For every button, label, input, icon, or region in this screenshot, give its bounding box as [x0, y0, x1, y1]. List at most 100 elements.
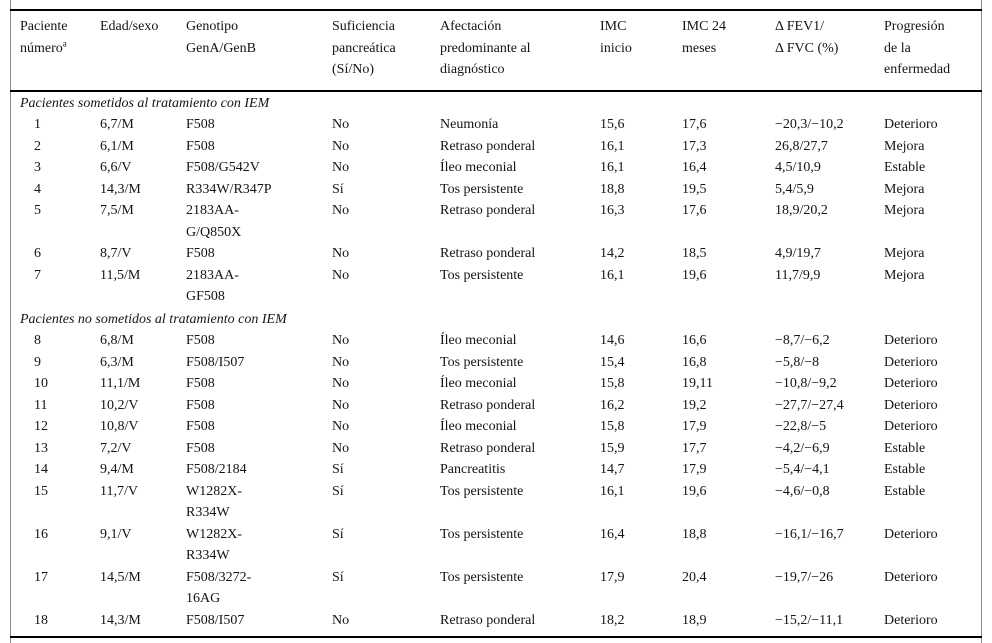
column-header-delta-fev1-fvc: Δ FEV1/Δ FVC (%) — [775, 10, 884, 92]
cell-suficiencia-pancreatica: No — [332, 333, 350, 348]
cell-edad-sexo: 11,5/M — [100, 267, 141, 283]
column-header-line: Progresión — [884, 19, 945, 34]
column-header-line: Δ FEV1/ — [775, 19, 825, 34]
cell-afectacion-diagnostico: Retraso ponderal — [440, 246, 536, 261]
cell-paciente-numero: 1 — [34, 117, 41, 132]
column-header-line: (Sí/No) — [332, 62, 374, 77]
cell-paciente-numero: 15 — [34, 483, 48, 499]
cell-imc-24-meses: 16,8 — [682, 354, 707, 370]
cell-imc-inicio: 14,2 — [600, 246, 625, 261]
cell-suficiencia-pancreatica: No — [332, 160, 350, 175]
section-row-1: Pacientes sometidos al tratamiento con I… — [10, 91, 982, 115]
cell-delta-fev1-fvc: 11,7/9,9 — [775, 267, 821, 283]
table-header: Paciente númeroa Edad/sexo Genotipo GenA/Gen… — [10, 10, 982, 92]
cell-afectacion-diagnostico: Retraso ponderal — [440, 203, 536, 218]
cell-edad-sexo: 10,2/V — [100, 397, 139, 413]
cell-paciente-numero: 5 — [34, 203, 41, 218]
cell-delta-fev1-fvc: −19,7/−26 — [775, 569, 834, 585]
cell-afectacion-diagnostico: Retraso ponderal — [440, 440, 536, 456]
right-frame-line — [981, 0, 982, 643]
cell-imc-24-meses: 18,5 — [682, 246, 707, 261]
header-row: Paciente númeroa Edad/sexo Genotipo GenA/Gen… — [10, 10, 982, 92]
cell-suficiencia-pancreatica: No — [332, 612, 350, 628]
cell-imc-inicio: 16,1 — [600, 160, 625, 175]
cell-afectacion-diagnostico: Retraso ponderal — [440, 138, 536, 154]
cell-edad-sexo: 9,1/V — [100, 526, 132, 542]
cell-delta-fev1-fvc: 26,8/27,7 — [775, 138, 828, 154]
cell-imc-24-meses: 19,5 — [682, 181, 707, 197]
cell-genotipo: W1282X- R334W — [186, 526, 242, 564]
cell-edad-sexo: 11,7/V — [100, 483, 138, 499]
column-header-line: Edad/sexo — [100, 19, 159, 34]
cell-delta-fev1-fvc: −15,2/−11,1 — [775, 612, 844, 628]
cell-imc-24-meses: 19,6 — [682, 267, 707, 283]
table-row: 3 6,6/V F508/G542V No Íleo meconial 16,1 16,4 4… — [10, 157, 982, 179]
cell-genotipo: R334W/R347P — [186, 181, 272, 197]
cell-afectacion-diagnostico: Íleo meconial — [440, 419, 517, 434]
cell-delta-fev1-fvc: −22,8/−5 — [775, 419, 827, 434]
cell-imc-inicio: 16,3 — [600, 203, 625, 218]
cell-suficiencia-pancreatica: No — [332, 138, 350, 154]
column-header-progresion-enfermedad: Progresión de la enfermedad — [884, 10, 982, 92]
cell-paciente-numero: 13 — [34, 440, 48, 456]
cell-imc-inicio: 16,1 — [600, 138, 625, 154]
cell-genotipo: F508/2184 — [186, 462, 247, 477]
cell-afectacion-diagnostico: Tos persistente — [440, 354, 524, 370]
cell-genotipo: F508/G542V — [186, 160, 260, 175]
cell-delta-fev1-fvc: −10,8/−9,2 — [775, 376, 837, 391]
cell-afectacion-diagnostico: Tos persistente — [440, 569, 524, 585]
cell-imc-24-meses: 17,6 — [682, 117, 707, 132]
cell-paciente-numero: 9 — [34, 354, 41, 370]
column-header-afectacion-diagnostico: Afectación predominante al diagnóstico — [440, 10, 600, 92]
cell-progresion-enfermedad: Deterioro — [884, 397, 938, 413]
cell-genotipo: 2183AA- G/Q850X — [186, 203, 242, 240]
cell-afectacion-diagnostico: Retraso ponderal — [440, 397, 536, 413]
cell-suficiencia-pancreatica: Sí — [332, 181, 344, 197]
cell-paciente-numero: 16 — [34, 526, 48, 542]
cell-edad-sexo: 6,6/V — [100, 160, 132, 175]
cell-genotipo: F508 — [186, 376, 215, 391]
cell-imc-24-meses: 20,4 — [682, 569, 707, 585]
cell-imc-inicio: 16,4 — [600, 526, 625, 542]
cell-edad-sexo: 7,2/V — [100, 440, 132, 456]
cell-suficiencia-pancreatica: No — [332, 376, 350, 391]
cell-genotipo: W1282X- R334W — [186, 483, 242, 521]
cell-suficiencia-pancreatica: No — [332, 246, 350, 261]
cell-edad-sexo: 6,7/M — [100, 117, 134, 132]
cell-imc-24-meses: 17,7 — [682, 440, 707, 456]
cell-edad-sexo: 6,3/M — [100, 354, 134, 370]
cell-progresion-enfermedad: Estable — [884, 440, 926, 456]
column-header-line: de la — [884, 40, 911, 56]
column-header-line: diagnóstico — [440, 62, 505, 77]
cell-delta-fev1-fvc: −5,8/−8 — [775, 354, 820, 370]
cell-paciente-numero: 12 — [34, 419, 48, 434]
cell-genotipo: F508 — [186, 419, 215, 434]
cell-delta-fev1-fvc: −27,7/−27,4 — [775, 397, 844, 413]
column-header-line: Genotipo — [186, 19, 239, 34]
cell-edad-sexo: 6,1/M — [100, 138, 134, 154]
column-header-paciente-numero: Paciente númeroa — [10, 10, 100, 92]
cell-edad-sexo: 8,7/V — [100, 246, 132, 261]
column-header-line: IMC — [600, 19, 627, 34]
cell-imc-inicio: 18,2 — [600, 612, 625, 628]
cell-afectacion-diagnostico: Íleo meconial — [440, 160, 517, 175]
cell-progresion-enfermedad: Deterioro — [884, 117, 938, 132]
cell-suficiencia-pancreatica: No — [332, 354, 350, 370]
column-header-line: meses — [682, 40, 717, 56]
cell-genotipo: F508 — [186, 333, 215, 348]
cell-genotipo: F508 — [186, 440, 215, 456]
column-header-line: IMC 24 — [682, 19, 726, 34]
table-row: 12 10,8/V F508 No Íleo meconial 15,8 17,9 −22,8… — [10, 416, 982, 438]
cell-imc-inicio: 16,1 — [600, 267, 625, 283]
cell-afectacion-diagnostico: Tos persistente — [440, 483, 524, 499]
section-heading: Pacientes sometidos al tratamiento con I… — [20, 95, 270, 111]
cell-progresion-enfermedad: Deterioro — [884, 612, 938, 628]
cell-suficiencia-pancreatica: No — [332, 267, 350, 283]
cell-afectacion-diagnostico: Tos persistente — [440, 181, 524, 197]
cell-progresion-enfermedad: Deterioro — [884, 333, 938, 348]
cell-afectacion-diagnostico: Retraso ponderal — [440, 612, 536, 628]
cell-imc-24-meses: 16,4 — [682, 160, 707, 175]
cell-delta-fev1-fvc: −8,7/−6,2 — [775, 333, 830, 348]
cell-delta-fev1-fvc: 18,9/20,2 — [775, 203, 828, 218]
